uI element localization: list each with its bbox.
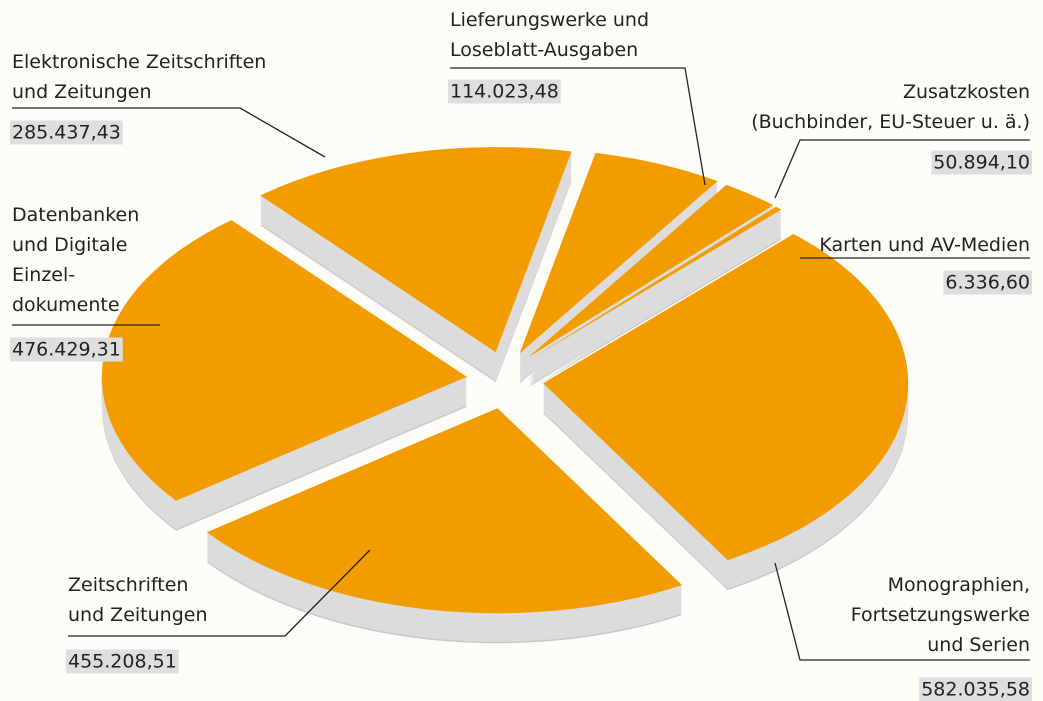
slice-group	[543, 234, 909, 591]
value-label-bg	[931, 150, 1032, 175]
value-label-bg	[10, 120, 123, 145]
slice-group	[101, 220, 467, 531]
slice-group	[260, 147, 572, 383]
slice	[260, 147, 572, 353]
leader-line	[774, 139, 1030, 199]
value-label: 582.035,58	[921, 679, 1030, 701]
value-label-bg	[943, 270, 1032, 295]
value-label-bg	[919, 677, 1032, 701]
slice-group	[206, 408, 683, 644]
slice	[519, 152, 718, 354]
value-label-bg	[448, 79, 561, 104]
value-label: 6.336,60	[945, 272, 1030, 294]
value-label: 50.894,10	[933, 152, 1030, 174]
slice-label: Monographien, Fortsetzungswerke und Serien	[851, 574, 1030, 656]
slice-label: Karten und AV-Medien	[819, 234, 1030, 256]
slice-label: Datenbanken und Digitale Einzel-dokumente	[12, 204, 139, 316]
slice	[543, 234, 909, 561]
slice	[531, 206, 782, 359]
slice-label: Zusatzkosten (Buchbinder, EU-Steuer u. ä.…	[751, 81, 1030, 133]
value-label: 476.429,31	[12, 339, 121, 361]
slice-label: Lieferungswerke und Loseblatt-Ausgaben	[450, 9, 649, 61]
slice-group	[531, 206, 782, 389]
slice	[101, 220, 467, 501]
slice-label: Zeitschriften und Zeitungen	[68, 574, 208, 626]
slice	[206, 408, 683, 614]
slice	[528, 184, 774, 358]
value-label-bg	[10, 337, 123, 362]
leader-line	[450, 67, 706, 186]
value-label: 114.023,48	[450, 81, 559, 103]
value-label: 285.437,43	[12, 122, 121, 144]
leader-line	[774, 562, 1030, 661]
leader-line	[68, 549, 371, 637]
value-label: 455.208,51	[68, 651, 177, 673]
slice-label: Elektronische Zeitschriften und Zeitungen	[12, 51, 266, 103]
value-label-bg	[66, 649, 179, 674]
leader-line	[12, 107, 326, 158]
